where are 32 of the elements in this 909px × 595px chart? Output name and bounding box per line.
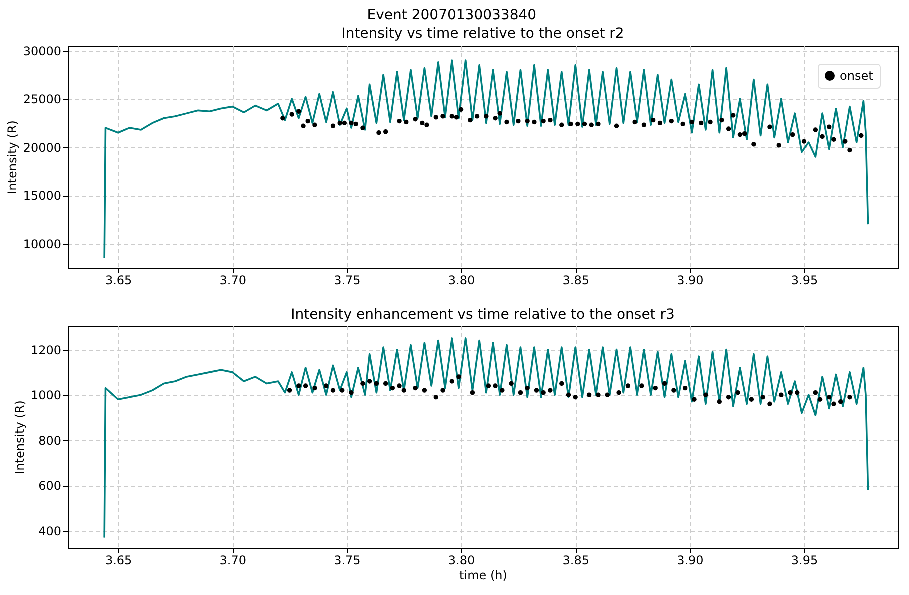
x-tick-label: 3.90	[677, 274, 704, 288]
x-tick-label: 3.85	[562, 274, 590, 288]
x-tick-label: 3.70	[220, 274, 246, 288]
y-tick-label: 600	[38, 479, 62, 494]
y-tick-label: 800	[38, 434, 62, 448]
y-tick-label: 20000	[23, 140, 62, 155]
y-tick-label: 1200	[30, 343, 62, 358]
x-tick-label: 3.90	[677, 554, 704, 568]
x-tick-label: 3.65	[105, 554, 132, 568]
line-series	[104, 338, 870, 539]
x-tick-label: 3.80	[448, 274, 476, 288]
x-tick-label: 3.85	[562, 554, 590, 568]
y-tick-label: 15000	[23, 189, 62, 204]
x-axis-title: time (h)	[460, 568, 508, 582]
x-tick-label: 3.80	[448, 554, 476, 568]
y-tick-label: 1000	[30, 388, 62, 403]
chart-subtitle: Intensity vs time relative to the onset r2	[342, 26, 624, 42]
chart-title: Event 20070130033840	[367, 7, 537, 24]
x-tick-label: 3.95	[791, 554, 818, 568]
y-axis-title: Intensity (R)	[12, 400, 27, 474]
x-tick-label: 3.75	[334, 274, 361, 288]
legend-label: onset	[840, 69, 874, 83]
x-tick-label: 3.75	[334, 554, 361, 568]
y-tick-label: 30000	[23, 44, 62, 58]
y-tick-label: 400	[38, 524, 62, 539]
x-tick-label: 3.65	[105, 274, 132, 288]
y-tick-label: 10000	[23, 237, 62, 252]
x-tick-label: 3.70	[220, 554, 246, 568]
chart-title: Intensity enhancement vs time relative to the onset r3	[291, 307, 675, 323]
y-tick-label: 25000	[23, 92, 62, 107]
y-axis-title: Intensity (R)	[5, 120, 20, 194]
x-tick-label: 3.95	[791, 274, 818, 288]
